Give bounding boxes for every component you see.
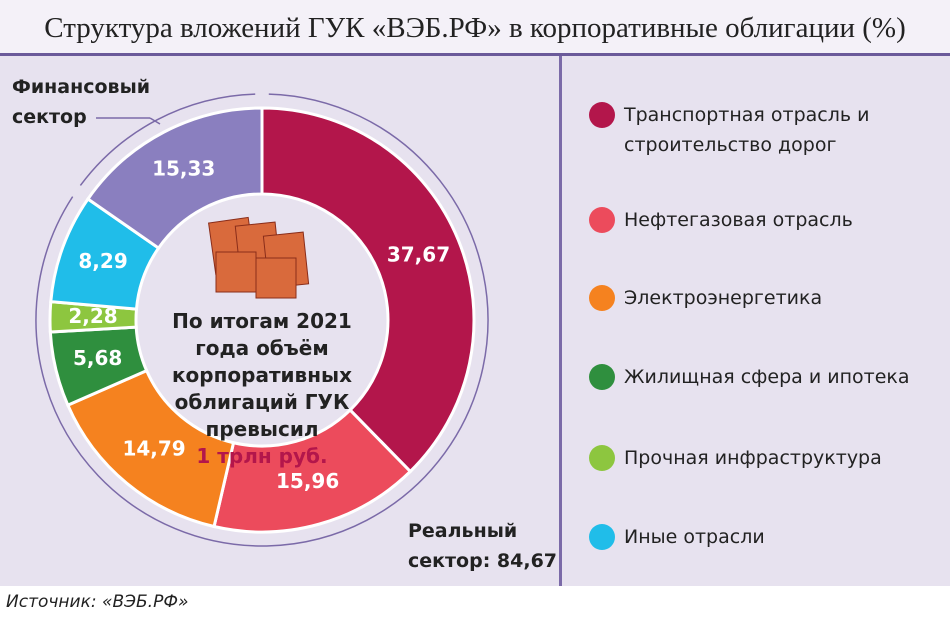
chart-title: Структура вложений ГУК «ВЭБ.РФ» в корпор… bbox=[0, 0, 950, 56]
legend-swatch bbox=[589, 445, 615, 471]
legend-label: Нефтегазовая отрасль bbox=[624, 209, 853, 231]
category-label: Финансовый сектор bbox=[12, 76, 151, 128]
legend-label: Транспортная отрасль и строительство дор… bbox=[624, 104, 870, 156]
money-icon bbox=[208, 216, 310, 299]
slice bbox=[85, 106, 264, 251]
value-label: 5,68 bbox=[73, 346, 122, 370]
divider bbox=[559, 56, 562, 586]
value-label: 15,96 bbox=[276, 469, 339, 493]
legend-label: Электроэнергетика bbox=[624, 287, 823, 309]
legend-label: Прочная инфраструктура bbox=[624, 447, 882, 469]
legend-swatch bbox=[589, 102, 615, 128]
bracket-financial bbox=[79, 93, 256, 186]
value-label: 8,29 bbox=[78, 249, 127, 273]
source: Источник: «ВЭБ.РФ» bbox=[6, 592, 189, 612]
legend-label: Иные отрасли bbox=[624, 526, 765, 548]
value-label: 15,33 bbox=[152, 157, 215, 181]
legend-label: Жилищная сфера и ипотека bbox=[624, 366, 910, 388]
bracket-real bbox=[35, 93, 489, 547]
value-label: 37,67 bbox=[387, 243, 450, 267]
legend-swatch bbox=[589, 524, 615, 550]
value-label: 14,79 bbox=[122, 437, 185, 461]
legend-swatch bbox=[589, 285, 615, 311]
center-highlight: 1 трлн руб. bbox=[196, 444, 328, 468]
slice bbox=[260, 106, 476, 474]
legend-swatch bbox=[589, 364, 615, 390]
legend-swatch bbox=[589, 207, 615, 233]
leader bbox=[149, 117, 161, 125]
center-caption: По итогам 2021 года объём корпоративных … bbox=[171, 309, 353, 441]
center-text: По итогам 2021 года объём корпоративных … bbox=[147, 308, 377, 470]
annotation: Реальный сектор: 84,67 bbox=[408, 520, 558, 572]
